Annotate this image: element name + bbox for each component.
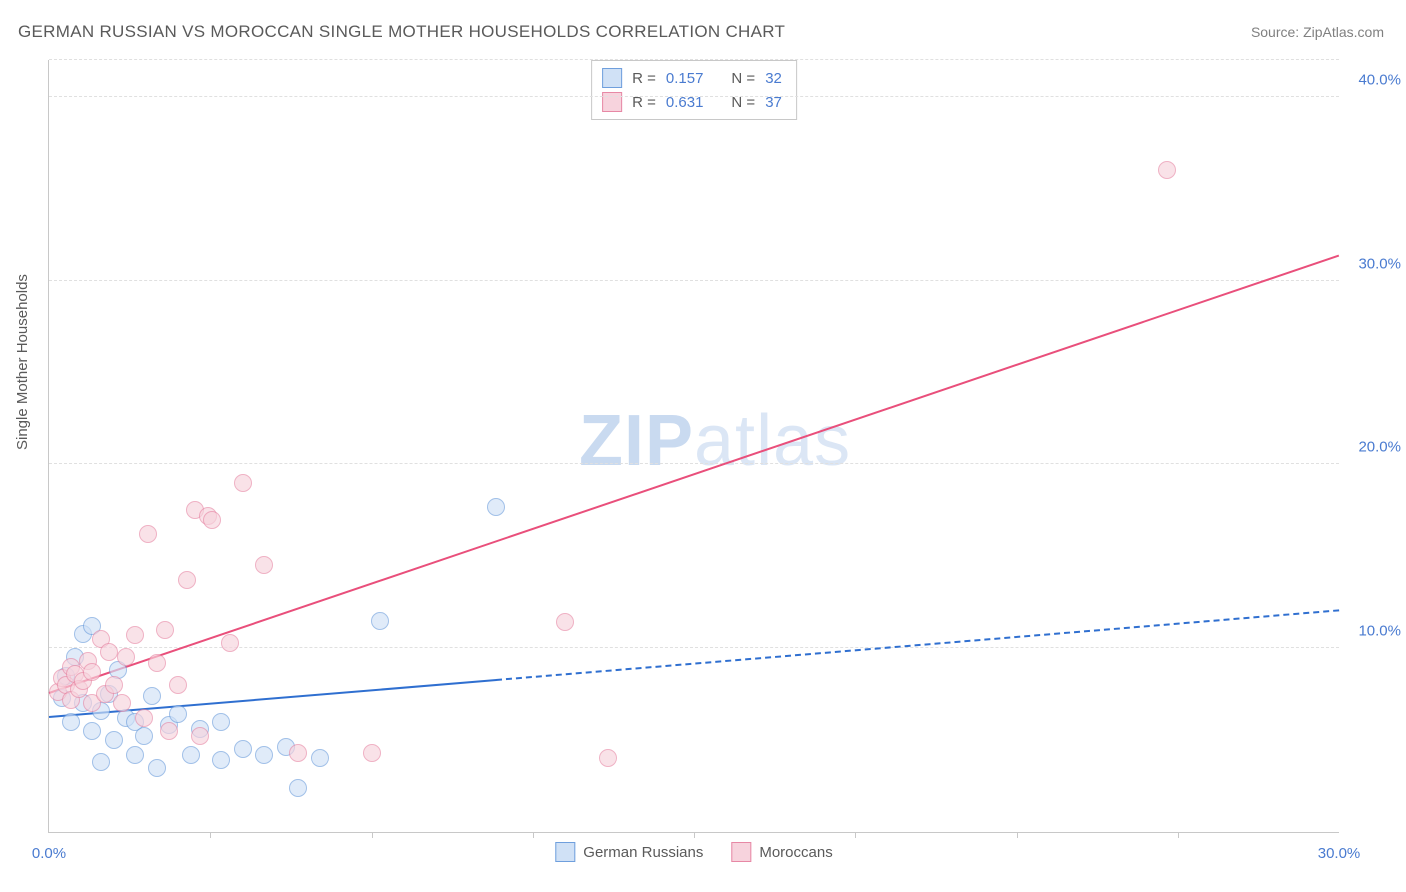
data-point xyxy=(178,571,196,589)
chart-title: GERMAN RUSSIAN VS MOROCCAN SINGLE MOTHER… xyxy=(18,22,785,42)
data-point xyxy=(599,749,617,767)
x-tick xyxy=(1017,832,1018,838)
data-point xyxy=(221,634,239,652)
data-point xyxy=(203,511,221,529)
y-tick-label: 10.0% xyxy=(1358,623,1401,640)
legend-label: German Russians xyxy=(583,844,703,861)
data-point xyxy=(169,705,187,723)
data-point xyxy=(234,474,252,492)
data-point xyxy=(148,759,166,777)
data-point xyxy=(135,709,153,727)
y-tick-label: 40.0% xyxy=(1358,71,1401,88)
data-point xyxy=(62,713,80,731)
chart-source: Source: ZipAtlas.com xyxy=(1251,24,1384,40)
x-tick xyxy=(1178,832,1179,838)
data-point xyxy=(143,687,161,705)
data-point xyxy=(169,676,187,694)
data-point xyxy=(255,746,273,764)
data-point xyxy=(234,740,252,758)
watermark: ZIPatlas xyxy=(579,400,851,482)
x-tick-label: 0.0% xyxy=(32,845,66,862)
data-point xyxy=(212,713,230,731)
y-axis-label: Single Mother Households xyxy=(14,274,31,450)
trend-line xyxy=(496,609,1339,681)
legend-swatch xyxy=(602,68,622,88)
legend-r-label: R = xyxy=(632,70,656,87)
y-tick-label: 20.0% xyxy=(1358,439,1401,456)
x-tick xyxy=(372,832,373,838)
x-tick xyxy=(855,832,856,838)
legend-n-value: 32 xyxy=(765,70,782,87)
data-point xyxy=(100,643,118,661)
data-point xyxy=(1158,161,1176,179)
legend-n-label: N = xyxy=(731,70,755,87)
y-tick-label: 30.0% xyxy=(1358,255,1401,272)
data-point xyxy=(126,626,144,644)
gridline-h xyxy=(49,463,1339,464)
data-point xyxy=(117,648,135,666)
correlation-legend: R = 0.157 N = 32 R = 0.631 N = 37 xyxy=(591,60,797,120)
data-point xyxy=(371,612,389,630)
watermark-rest: atlas xyxy=(694,401,851,481)
data-point xyxy=(363,744,381,762)
gridline-h xyxy=(49,96,1339,97)
data-point xyxy=(191,727,209,745)
data-point xyxy=(126,746,144,764)
data-point xyxy=(83,663,101,681)
legend-item: German Russians xyxy=(555,842,703,862)
x-tick xyxy=(694,832,695,838)
data-point xyxy=(182,746,200,764)
data-point xyxy=(92,753,110,771)
data-point xyxy=(113,694,131,712)
data-point xyxy=(160,722,178,740)
plot-area: ZIPatlas R = 0.157 N = 32 R = 0.631 N = … xyxy=(48,60,1339,833)
watermark-bold: ZIP xyxy=(579,401,694,481)
legend-item: Moroccans xyxy=(731,842,832,862)
legend-label: Moroccans xyxy=(759,844,832,861)
data-point xyxy=(289,779,307,797)
x-tick-label: 30.0% xyxy=(1318,845,1361,862)
legend-r-value: 0.157 xyxy=(666,70,704,87)
data-point xyxy=(148,654,166,672)
data-point xyxy=(289,744,307,762)
data-point xyxy=(556,613,574,631)
data-point xyxy=(156,621,174,639)
data-point xyxy=(311,749,329,767)
data-point xyxy=(487,498,505,516)
data-point xyxy=(255,556,273,574)
x-tick xyxy=(210,832,211,838)
legend-row: R = 0.157 N = 32 xyxy=(602,66,782,90)
legend-swatch xyxy=(555,842,575,862)
data-point xyxy=(83,722,101,740)
legend-swatch xyxy=(731,842,751,862)
data-point xyxy=(135,727,153,745)
data-point xyxy=(105,731,123,749)
gridline-h xyxy=(49,59,1339,60)
series-legend: German Russians Moroccans xyxy=(555,842,832,862)
gridline-h xyxy=(49,280,1339,281)
data-point xyxy=(105,676,123,694)
data-point xyxy=(212,751,230,769)
legend-row: R = 0.631 N = 37 xyxy=(602,90,782,114)
x-tick xyxy=(533,832,534,838)
gridline-h xyxy=(49,647,1339,648)
data-point xyxy=(139,525,157,543)
